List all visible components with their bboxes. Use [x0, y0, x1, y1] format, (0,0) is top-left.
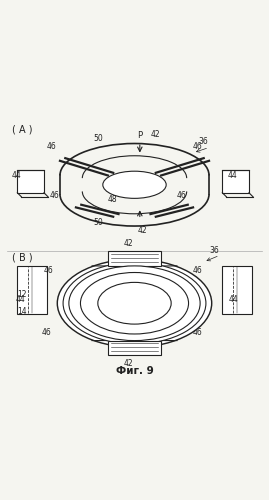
Text: 48: 48: [100, 302, 109, 310]
Text: 46: 46: [49, 191, 59, 200]
Text: 42: 42: [124, 359, 133, 368]
Text: Фиг. 9: Фиг. 9: [116, 366, 153, 376]
Ellipse shape: [69, 266, 200, 340]
Text: 50: 50: [93, 134, 103, 143]
FancyBboxPatch shape: [108, 252, 161, 266]
Ellipse shape: [63, 262, 206, 344]
Text: 44: 44: [229, 295, 239, 304]
Text: 36: 36: [209, 246, 219, 254]
Text: ( В ): ( В ): [12, 252, 33, 262]
Text: 48: 48: [108, 195, 118, 204]
FancyBboxPatch shape: [17, 170, 44, 193]
Text: 50: 50: [93, 218, 103, 226]
Text: 46: 46: [177, 191, 187, 200]
Ellipse shape: [57, 260, 212, 347]
FancyBboxPatch shape: [222, 266, 252, 314]
Text: 36: 36: [199, 136, 208, 145]
Text: ( А ): ( А ): [12, 125, 33, 135]
Text: 48: 48: [100, 280, 109, 289]
Ellipse shape: [103, 171, 166, 198]
Ellipse shape: [80, 272, 189, 334]
Text: 44: 44: [228, 171, 238, 180]
FancyBboxPatch shape: [222, 170, 249, 193]
Text: 46: 46: [44, 266, 54, 274]
Text: 46: 46: [193, 142, 203, 151]
Text: 46: 46: [47, 142, 56, 151]
Text: 42: 42: [124, 239, 133, 248]
Ellipse shape: [98, 282, 171, 324]
Text: 48: 48: [108, 179, 118, 188]
Text: 46: 46: [193, 328, 203, 337]
Text: 46: 46: [41, 328, 51, 337]
Text: 14: 14: [17, 307, 27, 316]
Text: 46: 46: [193, 266, 203, 274]
Text: 12: 12: [17, 290, 27, 298]
FancyBboxPatch shape: [108, 340, 161, 355]
Text: 44: 44: [12, 171, 22, 180]
FancyBboxPatch shape: [17, 266, 47, 314]
Text: 44: 44: [16, 295, 26, 304]
Text: 42: 42: [150, 130, 160, 139]
Text: P: P: [137, 130, 142, 140]
Text: 42: 42: [137, 226, 147, 234]
